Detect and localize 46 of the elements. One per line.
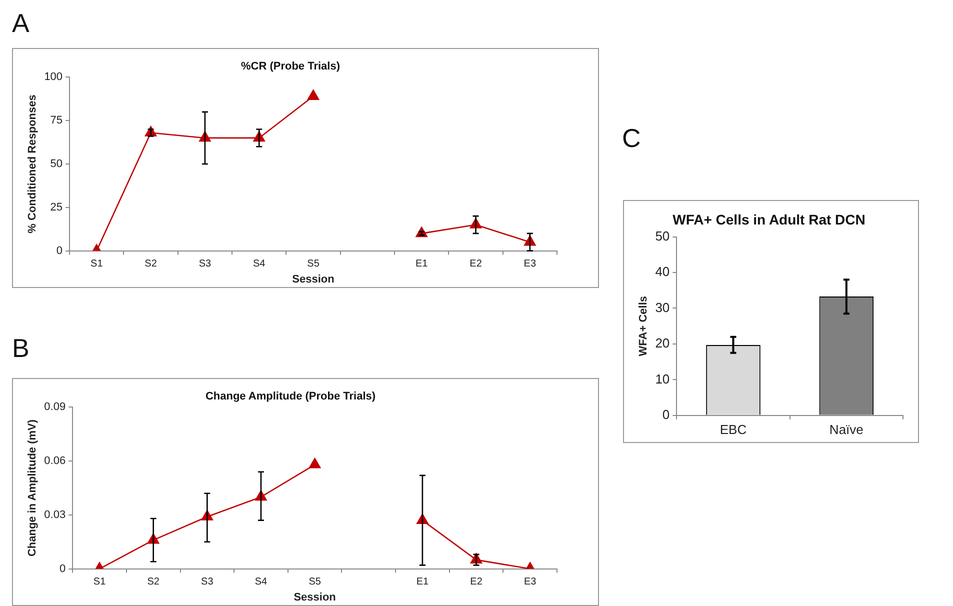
x-tick-label: E2 (470, 576, 483, 588)
x-tick-label: S2 (147, 576, 160, 588)
y-axis-title: % Conditioned Responses (26, 94, 39, 234)
y-tick-label: 75 (50, 114, 63, 127)
x-tick-label: S2 (144, 258, 158, 270)
x-tick-label: S4 (254, 576, 268, 588)
y-tick-label: 0.09 (44, 401, 66, 414)
point (307, 90, 320, 100)
point (308, 458, 321, 468)
x-tick-label: E3 (524, 258, 536, 270)
x-tick-label: E2 (470, 258, 482, 270)
text: B (12, 333, 30, 364)
y-tick-label: 20 (655, 336, 670, 351)
x-tick-label: S5 (307, 258, 320, 270)
y-tick-label: 100 (44, 71, 63, 84)
x-tick-label: E1 (416, 576, 429, 588)
chart-title: %CR (Probe Trials) (240, 60, 340, 73)
x-axis-title: Session (292, 273, 335, 286)
x-tick-label: S4 (253, 258, 266, 270)
x-tick-label: S3 (198, 258, 212, 270)
y-tick-label: 0 (59, 562, 66, 575)
y-tick-label: 0 (662, 406, 670, 422)
chart-title: Change Amplitude (Probe Trials) (205, 390, 376, 403)
y-tick-label: 50 (50, 158, 63, 170)
x-tick-label: Naïve (829, 422, 864, 437)
x-tick-label: S5 (308, 576, 322, 588)
y-tick-label: 25 (50, 201, 63, 214)
text: C (622, 123, 641, 154)
x-tick-label: S1 (93, 576, 106, 588)
y-tick-label: 0 (56, 244, 63, 257)
x-tick-label: E3 (524, 576, 537, 588)
x-tick-label: S1 (90, 258, 104, 270)
x-tick-label: E1 (415, 258, 428, 270)
y-tick-label: 0.06 (44, 455, 66, 468)
text: A (12, 8, 30, 39)
y-tick-label: 0.03 (44, 508, 66, 521)
y-tick-label: 50 (655, 228, 670, 244)
x-tick-label: S3 (201, 576, 214, 588)
y-tick-label: 30 (655, 300, 670, 315)
x-axis-title: Session (294, 591, 336, 604)
chart-title: WFA+ Cells in Adult Rat DCN (672, 211, 866, 228)
x-tick-label: EBC (720, 422, 747, 437)
y-tick-label: 40 (655, 264, 670, 280)
y-tick-label: 10 (655, 371, 670, 386)
y-axis-title: Change in Amplitude (mV) (26, 419, 39, 557)
y-axis-title: WFA+ Cells (638, 296, 650, 356)
